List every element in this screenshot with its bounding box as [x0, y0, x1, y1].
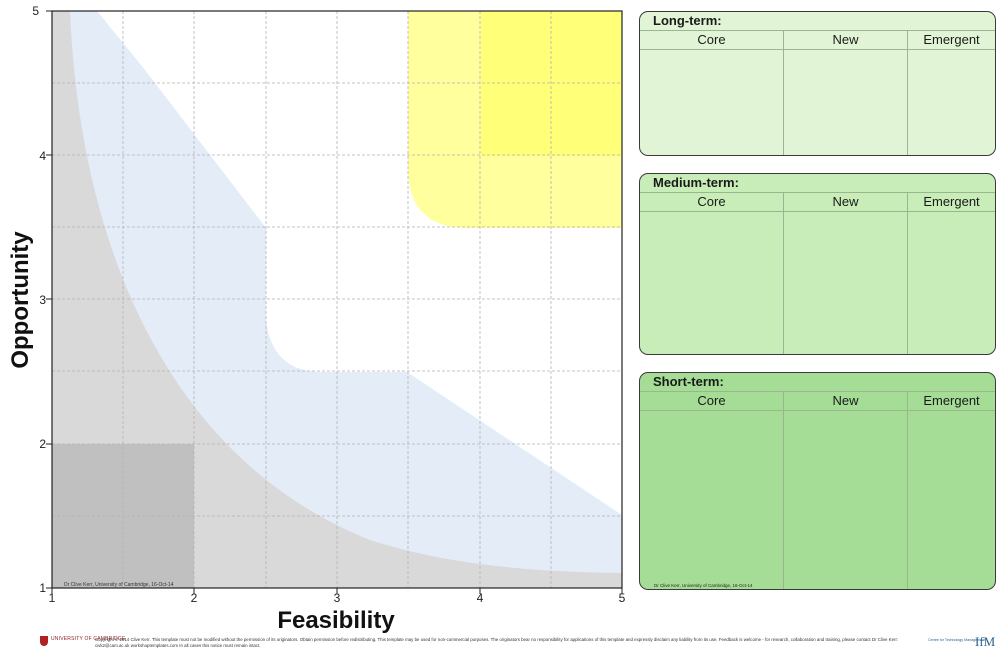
ifm-logo-text: IfM	[975, 634, 996, 649]
y-tick-label: 2	[39, 437, 46, 451]
panel-body[interactable]	[640, 49, 995, 155]
ifm-logo: Centre for Technology Management IfM	[928, 634, 997, 650]
column-divider	[907, 410, 908, 589]
copyright-notice: Copyright © 2014 Clive Kerr. This templa…	[95, 637, 899, 648]
column-header-new: New	[783, 193, 907, 211]
column-header-emergent: Emergent	[907, 31, 995, 49]
long-term-panel: Long-term: Core New Emergent	[639, 11, 996, 156]
panel-header: Core New Emergent	[640, 192, 995, 212]
column-header-core: Core	[697, 194, 726, 209]
panel-body[interactable]	[640, 211, 995, 354]
x-tick-label: 5	[619, 591, 626, 605]
column-header-new: New	[783, 392, 907, 410]
x-axis-title: Feasibility	[277, 607, 395, 634]
column-divider	[907, 49, 908, 155]
y-axis-title: Opportunity	[7, 231, 34, 369]
x-tick-label: 2	[191, 591, 198, 605]
x-tick-label: 1	[49, 591, 56, 605]
y-tick-label: 5	[32, 4, 39, 18]
ifm-subtitle: Centre for Technology Management	[928, 638, 986, 642]
panel-title: Long-term:	[653, 13, 722, 28]
bright-yellow-zone	[481, 11, 622, 156]
chart-credit: Dr Clive Kerr, University of Cambridge, …	[64, 582, 174, 588]
column-header-core: Core	[697, 393, 726, 408]
column-header-new: New	[783, 31, 907, 49]
grid-lines	[52, 11, 622, 588]
university-logo-text: UNIVERSITY OF CAMBRIDGE	[51, 636, 126, 642]
short-term-panel: Short-term: Core New Emergent Dr Clive K…	[639, 372, 996, 590]
crest-icon	[40, 636, 48, 646]
column-divider	[783, 211, 784, 354]
y-tick-label: 1	[39, 581, 46, 595]
column-divider	[783, 410, 784, 589]
y-tick-label: 4	[39, 149, 46, 163]
panel-body[interactable]	[640, 410, 995, 589]
column-divider	[907, 211, 908, 354]
panel-credit: Dr Clive Kerr, University of Cambridge, …	[654, 583, 753, 588]
x-tick-label: 3	[334, 591, 341, 605]
panel-header: Core New Emergent	[640, 30, 995, 50]
column-divider	[783, 49, 784, 155]
panel-title: Short-term:	[653, 374, 724, 389]
panel-title: Medium-term:	[653, 175, 739, 190]
column-header-emergent: Emergent	[907, 193, 995, 211]
column-header-emergent: Emergent	[907, 392, 995, 410]
medium-term-panel: Medium-term: Core New Emergent	[639, 173, 996, 355]
column-header-core: Core	[697, 32, 726, 47]
x-tick-label: 4	[477, 591, 484, 605]
y-tick-label: 3	[39, 293, 46, 307]
panel-header: Core New Emergent	[640, 391, 995, 411]
university-logo: UNIVERSITY OF CAMBRIDGE	[40, 636, 126, 646]
